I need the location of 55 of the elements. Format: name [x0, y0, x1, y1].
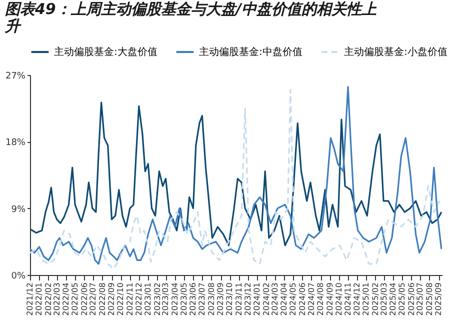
x-tick-label: 2025/07	[416, 282, 425, 316]
x-tick-label: 2024/11	[344, 282, 353, 316]
x-tick-label: 2024/07	[306, 282, 316, 316]
x-tick-label: 2022/02	[44, 282, 53, 316]
line-series	[30, 102, 442, 246]
x-tick-label: 2025/03	[379, 282, 388, 316]
x-tick-label: 2025/05	[398, 282, 407, 316]
x-tick-label: 2022/04	[62, 282, 71, 316]
x-tick-label: 2022/07	[88, 282, 98, 316]
x-tick-label: 2024/02	[262, 282, 271, 316]
x-tick-label: 2022/09	[107, 282, 116, 316]
x-tick-label: 2025/09	[434, 282, 444, 316]
x-tick-label: 2023/03	[161, 282, 170, 316]
x-tick-label: 2022/01	[34, 282, 44, 316]
legend-label: 主动偏股基金:小盘价值	[344, 46, 448, 58]
x-tick-label: 2023/11	[234, 282, 244, 316]
x-tick-label: 2024/04	[280, 282, 289, 316]
x-tick-label: 2023/09	[216, 282, 226, 316]
x-tick-label: 2023/06	[188, 282, 198, 316]
x-tick-label: 2025/06	[406, 282, 416, 316]
x-tick-label: 2024/03	[270, 282, 280, 316]
x-tick-label: 2024/05	[288, 282, 298, 316]
x-tick-label: 2021/12	[26, 282, 34, 316]
x-tick-label: 2022/05	[70, 282, 80, 316]
x-tick-label: 2022/08	[98, 282, 107, 316]
legend-label: 主动偏股基金:大盘价值	[54, 46, 158, 58]
x-tick-label: 2025/01	[362, 282, 371, 316]
x-tick-label: 2024/09	[325, 282, 334, 316]
x-tick-label: 2024/12	[352, 282, 362, 316]
x-tick-label: 2024/08	[316, 282, 326, 316]
x-tick-label: 2023/02	[152, 282, 162, 316]
x-tick-label: 2023/12	[243, 282, 252, 316]
y-tick-label: 18%	[5, 138, 26, 148]
x-tick-label: 2025/04	[388, 282, 398, 316]
x-tick-label: 2024/10	[334, 282, 344, 316]
x-tick-label: 2022/03	[52, 282, 62, 316]
x-tick-label: 2023/08	[206, 282, 216, 316]
x-tick-label: 2025/02	[370, 282, 380, 316]
x-tick-label: 2022/12	[134, 282, 144, 316]
y-tick-label: 0%	[11, 272, 26, 282]
x-tick-label: 2023/04	[170, 282, 180, 316]
x-tick-label: 2022/06	[80, 282, 89, 316]
y-tick-label: 27%	[5, 72, 26, 82]
x-tick-label: 2023/10	[225, 282, 234, 316]
x-tick-label: 2023/05	[179, 282, 188, 316]
x-tick-label: 2025/08	[424, 282, 434, 316]
chart-title: 图表49：上周主动偏股基金与大盘/中盘价值的相关性上升	[4, 0, 378, 35]
y-tick-label: 9%	[11, 204, 26, 215]
x-tick-label: 2024/06	[298, 282, 307, 316]
x-tick-label: 2024/01	[252, 282, 262, 316]
x-tick-label: 2023/07	[198, 282, 207, 316]
x-tick-label: 2023/01	[144, 282, 153, 316]
x-tick-label: 2022/11	[125, 282, 134, 316]
legend-label: 主动偏股基金:中盘价值	[199, 46, 302, 58]
x-tick-label: 2022/10	[116, 282, 126, 316]
